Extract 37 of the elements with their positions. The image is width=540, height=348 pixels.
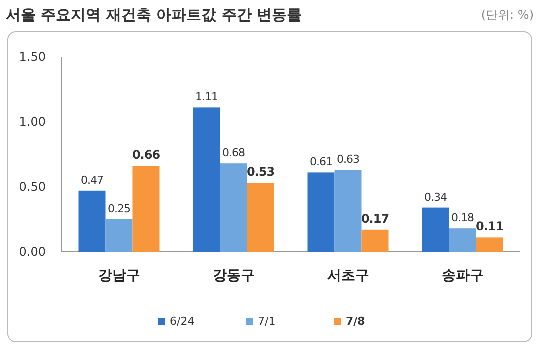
bar xyxy=(78,190,106,252)
data-label: 0.34 xyxy=(424,190,448,204)
x-tick-label: 강동구 xyxy=(212,268,255,284)
data-label: 0.47 xyxy=(81,174,104,187)
x-tick-label: 강남구 xyxy=(98,268,140,284)
y-tick-label: 1.50 xyxy=(19,50,46,64)
legend-label: 6/24 xyxy=(170,315,195,328)
data-label: 0.61 xyxy=(310,156,332,169)
bar xyxy=(308,172,335,252)
x-tick-label: 서초구 xyxy=(327,268,370,284)
bar xyxy=(422,208,450,252)
y-tick-label: 1.00 xyxy=(19,115,46,129)
bar xyxy=(247,183,274,252)
legend-label: 7/1 xyxy=(258,315,276,328)
bar xyxy=(193,108,220,252)
y-tick-label: 0.00 xyxy=(19,245,46,259)
bar xyxy=(106,220,133,252)
y-tick-label: 0.50 xyxy=(19,180,46,194)
bar xyxy=(449,228,476,252)
bar xyxy=(132,166,160,252)
bar xyxy=(476,238,504,252)
data-label: 0.53 xyxy=(246,165,275,180)
legend-label: 7/8 xyxy=(346,315,366,328)
data-label: 0.18 xyxy=(452,212,474,225)
bar xyxy=(362,230,389,252)
bar xyxy=(334,170,362,252)
text: (단위: %) xyxy=(481,8,534,22)
x-tick-label: 송파구 xyxy=(442,268,484,284)
chart-title: 서울 주요지역 재건축 아파트값 주간 변동률 xyxy=(6,6,302,24)
data-label: 0.68 xyxy=(222,146,246,160)
data-label: 0.25 xyxy=(108,202,131,216)
data-label: 0.66 xyxy=(132,148,160,162)
data-label: 1.11 xyxy=(196,90,218,104)
data-label: 0.63 xyxy=(337,153,360,166)
data-label: 0.11 xyxy=(476,220,504,234)
data-label: 0.17 xyxy=(361,212,390,226)
bar xyxy=(220,164,248,252)
